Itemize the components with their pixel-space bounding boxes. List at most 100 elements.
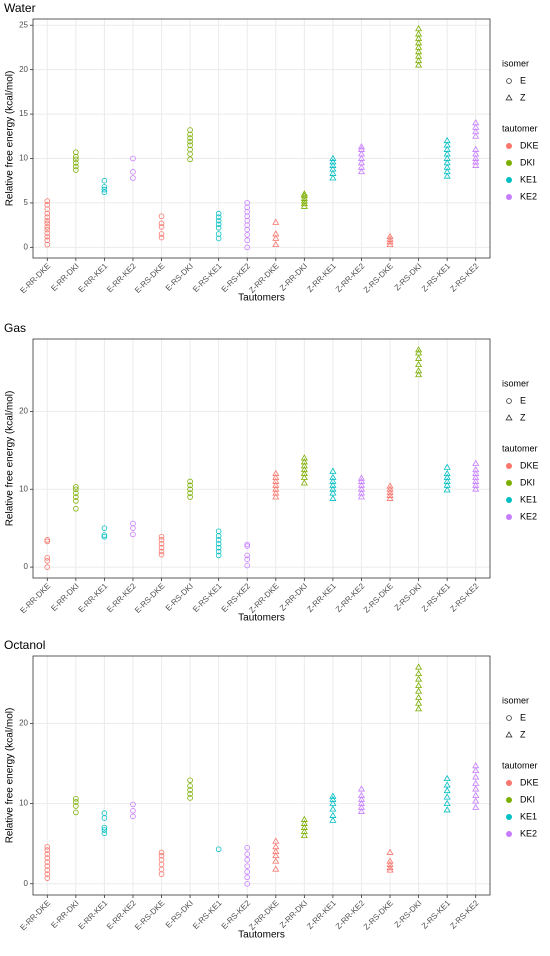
point [300,819,308,826]
x-tick-label: Z-RS-DKI [393,899,424,930]
point [329,169,337,176]
x-tick-label: Z-RS-KE1 [420,261,453,294]
legend-title: isomer [502,378,529,388]
point [215,548,222,555]
point [300,458,308,465]
point [415,30,423,37]
point [44,847,51,853]
legend-symbol [506,715,512,721]
point [73,498,79,504]
legend-symbol [506,814,512,820]
point [244,541,251,548]
point [329,165,337,172]
y-tick-label: 20 [19,407,28,416]
point [73,484,79,490]
point [244,552,251,559]
point [357,481,366,488]
point [415,371,423,378]
x-tick-label: Z-RS-DKI [393,582,424,613]
point [158,852,165,859]
x-tick-label: E-RR-KE1 [77,581,110,614]
point [443,486,451,493]
point [357,168,366,175]
point [472,773,480,780]
point [244,232,251,238]
point [215,214,222,220]
point [329,158,337,165]
panel: Octanol01020E-RR-DKEE-RR-DKIE-RR-KE1E-RR… [4,638,539,940]
point [300,827,308,834]
legend-title: tautomer [502,760,538,770]
point [272,481,280,488]
y-axis-label: Relative free energy (kcal/mol) [5,71,16,207]
point [215,528,222,535]
legend-label: KE2 [520,828,537,838]
point [101,177,108,184]
x-tick-label: E-RR-KE1 [77,898,110,931]
y-axis-label: Relative free energy (kcal/mol) [5,708,16,844]
point [130,169,136,175]
point [44,863,51,869]
x-tick-label: E-RR-DKE [18,582,52,616]
point [272,234,280,241]
point [329,799,337,806]
point [357,485,366,492]
x-tick-label: Z-RS-KE2 [448,581,481,614]
point [386,494,394,501]
point [329,489,337,496]
point [187,142,193,148]
point [44,875,51,881]
point [415,48,423,55]
point [215,221,222,228]
point [130,175,136,181]
point [215,552,222,559]
point [44,217,51,224]
legend-label: Z [520,92,526,102]
point [215,846,222,853]
point [130,807,136,814]
point [300,462,308,469]
point [443,159,451,166]
point [215,231,222,237]
point [443,781,451,788]
point [130,813,136,820]
legend-symbol [506,78,512,84]
y-tick-label: 20 [19,718,28,727]
point [329,795,337,802]
point [443,136,451,144]
point [357,791,366,798]
point [130,520,136,527]
legend-label: KE2 [520,511,537,521]
x-tick-label: Z-RR-KE1 [305,898,338,931]
point [158,849,165,856]
point [272,230,280,237]
point [386,491,394,498]
point [187,490,193,496]
x-axis-label: Tautomers [238,613,285,624]
point [300,190,308,197]
point [101,532,108,538]
point [101,184,108,190]
point [187,127,193,133]
legend-label: KE2 [520,191,537,201]
point [158,548,165,555]
point [187,478,193,485]
legend-symbol [506,143,512,149]
point [443,793,451,800]
x-tick-label: Z-RS-DKE [362,582,395,615]
point [44,564,51,570]
point [472,465,480,473]
point [472,791,480,798]
point [443,154,451,161]
point [244,851,251,857]
point [158,551,165,558]
y-tick-label: 0 [24,879,29,888]
y-tick-label: 10 [19,799,28,808]
y-tick-label: 0 [24,242,29,251]
point [244,863,251,869]
point [386,848,394,855]
point [357,799,366,806]
x-tick-label: Z-RS-KE2 [448,261,481,294]
legend-label: DKI [520,477,535,487]
plot-border [32,18,491,259]
